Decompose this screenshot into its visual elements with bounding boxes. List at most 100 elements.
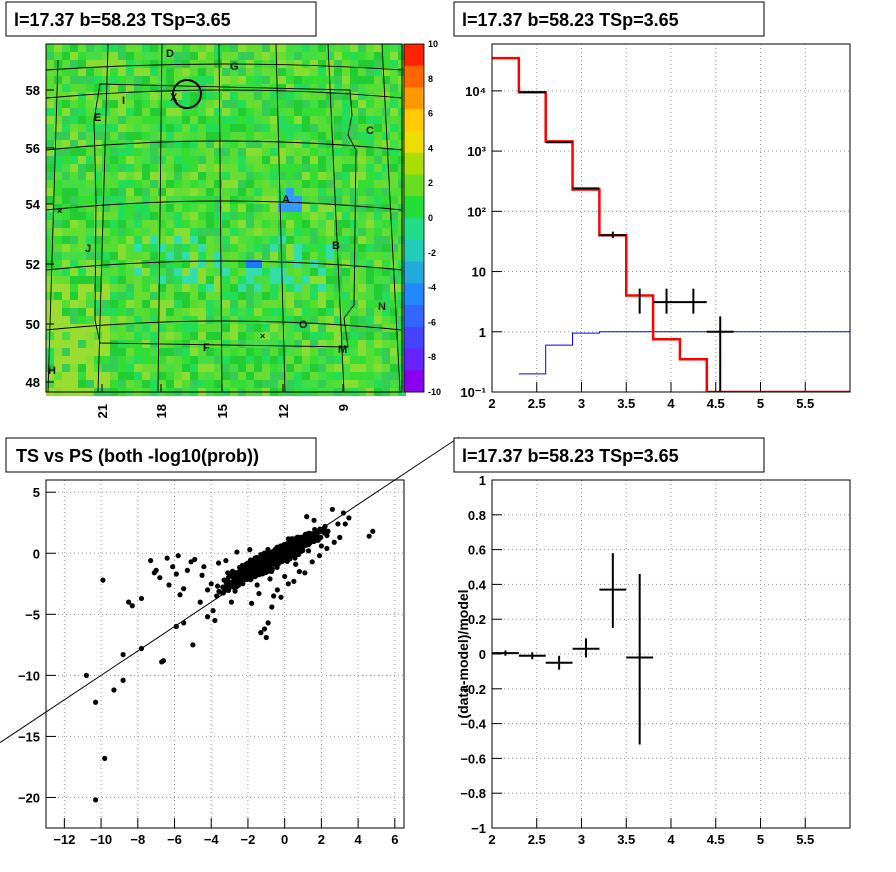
map-cell [70,116,78,124]
map-cell [366,300,374,308]
map-cell [310,188,318,196]
map-cell [126,276,134,284]
map-cell [198,356,206,364]
map-cell [302,68,310,76]
map-cell [246,188,254,196]
map-cell [390,164,398,172]
map-cell [174,188,182,196]
map-cell [350,140,358,148]
map-cell [358,116,366,124]
map-cell [326,252,334,260]
map-cell [158,228,166,236]
map-cell [270,220,278,228]
map-cell [310,108,318,116]
map-cell [390,60,398,68]
scatter-point [228,599,235,605]
map-cell [206,260,214,268]
map-cell [118,236,126,244]
map-cell [126,132,134,140]
map-cell [126,108,134,116]
map-region-label: E [94,112,101,124]
map-cell [142,300,150,308]
map-cell [78,356,86,364]
map-cell [110,76,118,84]
map-cell [358,196,366,204]
map-cell [238,316,246,324]
map-cell [238,204,246,212]
map-cell [102,340,110,348]
map-cell [198,324,206,332]
map-cell [150,260,158,268]
map-cell [46,340,54,348]
map-cell [142,332,150,340]
map-cell [118,108,126,116]
map-cell [46,356,54,364]
map-cell [222,68,230,76]
map-cell [118,204,126,212]
map-cell [110,188,118,196]
map-cell [198,108,206,116]
map-cell [190,196,198,204]
map-cell [70,372,78,380]
map-cell [134,180,142,188]
map-cell [302,236,310,244]
map-cell [206,164,214,172]
map-cell [310,76,318,84]
map-cell [246,196,254,204]
scatter-point [234,549,240,555]
scatter-point [199,572,205,578]
map-cell [286,244,294,252]
map-cell [86,300,94,308]
map-cell [390,68,398,76]
map-cell [222,84,230,92]
map-cell [326,340,334,348]
map-cell [102,300,110,308]
marker-x-left: × [57,206,62,216]
map-cell [70,292,78,300]
map-cell [54,316,62,324]
map-cell [318,116,326,124]
map-cell [118,332,126,340]
map-cell [310,68,318,76]
map-cell [174,244,182,252]
map-cell [326,204,334,212]
map-cell [294,308,302,316]
map-cell [118,212,126,220]
colorbar-tick-label: 4 [428,143,433,153]
map-cell [278,244,286,252]
map-cell [238,92,246,100]
map-cell [278,100,286,108]
map-cell [46,292,54,300]
map-cell [286,324,294,332]
map-cell [318,68,326,76]
map-cell [174,164,182,172]
map-cell [334,308,342,316]
map-cell [310,372,318,380]
map-cell [214,308,222,316]
map-cell [358,140,366,148]
map-cell [46,148,54,156]
map-cell [254,340,262,348]
resid-panel: 2 2.5 3 3.5 4 4.5 5 5.510.80.60.40.20−0.2−0.4−0… [453,437,851,847]
map-cell [206,244,214,252]
map-cell [254,124,262,132]
map-cell [214,316,222,324]
map-cell [182,148,190,156]
map-cell [118,100,126,108]
map-cell [70,204,78,212]
map-cell [206,300,214,308]
map-cell [102,284,110,292]
map-cell [134,84,142,92]
map-cell [342,60,350,68]
map-cell [262,204,270,212]
map-cell [62,140,70,148]
map-cell [94,52,102,60]
map-cell [158,316,166,324]
map-cell [246,300,254,308]
scatter-x-tick-label: 2 [318,832,325,847]
map-cell [262,196,270,204]
map-cell [294,188,302,196]
map-cell [134,100,142,108]
map-cell [62,44,70,52]
scatter-point [271,593,277,599]
